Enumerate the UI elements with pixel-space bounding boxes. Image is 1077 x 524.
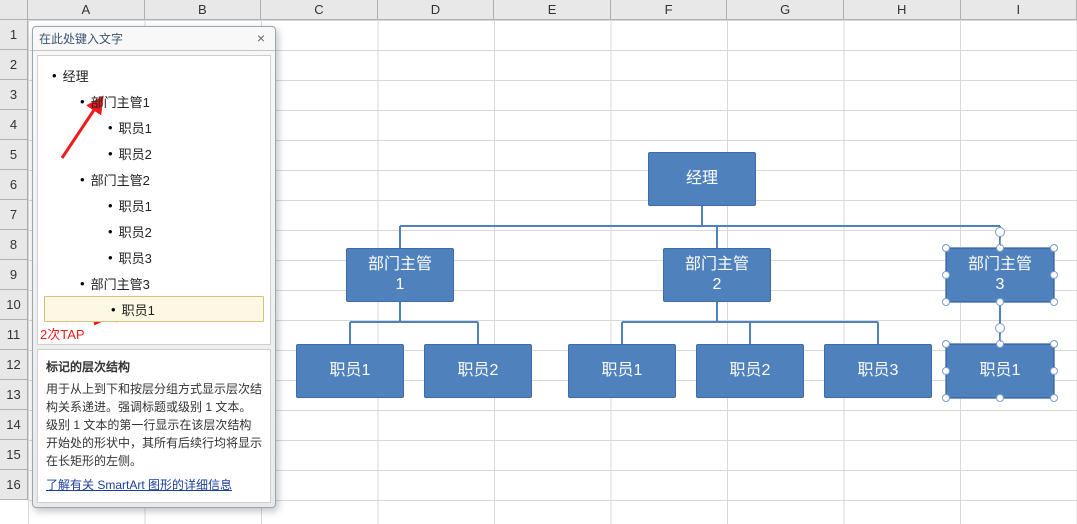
list-item[interactable]: • 部门主管1 — [42, 88, 266, 114]
row-header[interactable]: 15 — [0, 440, 28, 470]
list-item[interactable]: • 职员1 — [42, 192, 266, 218]
org-chart[interactable]: 经理部门主管1 部门主管2 部门主管3 职员1 职员2 职员1 职员2 职员3 职员1 — [288, 140, 1068, 440]
row-header[interactable]: 4 — [0, 110, 28, 140]
list-item[interactable]: • 职员1 — [44, 296, 264, 322]
row-header[interactable]: 5 — [0, 140, 28, 170]
list-item-label: 职员3 — [119, 248, 152, 267]
chart-node-m3[interactable]: 部门主管3 — [946, 248, 1054, 302]
selection-handle[interactable] — [1050, 394, 1058, 402]
column-header[interactable]: D — [378, 0, 495, 20]
chart-node-e21[interactable]: 职员1 — [568, 344, 676, 398]
chart-node-e12[interactable]: 职员2 — [424, 344, 532, 398]
selection-handle[interactable] — [996, 394, 1004, 402]
bullet-icon: • — [108, 120, 113, 135]
selection-handle[interactable] — [942, 340, 950, 348]
list-item[interactable]: • 职员1 — [42, 114, 266, 140]
column-headers: ABCDEFGHI — [0, 0, 1077, 20]
list-item-label: 职员2 — [119, 144, 152, 163]
chart-node-e22[interactable]: 职员2 — [696, 344, 804, 398]
annotation-label: 2次TAP — [40, 324, 85, 343]
select-all-corner[interactable] — [0, 0, 28, 20]
list-item-label: 职员2 — [119, 222, 152, 241]
selection-handle[interactable] — [996, 298, 1004, 306]
text-pane-title: 在此处键入文字 — [39, 30, 253, 47]
list-item[interactable]: • 部门主管2 — [42, 166, 266, 192]
bullet-icon: • — [111, 302, 116, 317]
row-header[interactable]: 8 — [0, 230, 28, 260]
row-header[interactable]: 1 — [0, 20, 28, 50]
list-item[interactable]: • 部门主管3 — [42, 270, 266, 296]
selection-handle[interactable] — [1050, 244, 1058, 252]
column-header[interactable]: G — [727, 0, 844, 20]
list-item-label: 部门主管2 — [91, 170, 150, 189]
selection-handle[interactable] — [1050, 298, 1058, 306]
row-header[interactable]: 13 — [0, 380, 28, 410]
column-header[interactable]: B — [145, 0, 262, 20]
list-item[interactable]: • 职员3 — [42, 244, 266, 270]
list-item-label: 部门主管1 — [91, 92, 150, 111]
bullet-icon: • — [108, 224, 113, 239]
list-item[interactable]: • 职员2 — [42, 218, 266, 244]
bullet-icon: • — [108, 146, 113, 161]
bullet-icon: • — [80, 94, 85, 109]
list-item-label: 职员1 — [119, 118, 152, 137]
rotation-handle[interactable] — [995, 227, 1005, 237]
chart-node-e31[interactable]: 职员1 — [946, 344, 1054, 398]
row-headers: 12345678910111213141516 — [0, 20, 28, 524]
list-item-label: 职员1 — [119, 196, 152, 215]
list-item[interactable]: • 职员2 — [42, 140, 266, 166]
selection-handle[interactable] — [942, 271, 950, 279]
selection-handle[interactable] — [1050, 340, 1058, 348]
selection-handle[interactable] — [942, 367, 950, 375]
bullet-icon: • — [108, 198, 113, 213]
text-pane-list[interactable]: 2次TAP • 经理 • 部门主管1 • 职员1 • 职员2 • 部门主管2 • 职员1 • 职员2 • 职员… — [37, 55, 271, 345]
column-header[interactable]: C — [261, 0, 378, 20]
bullet-icon: • — [80, 276, 85, 291]
bullet-icon: • — [52, 68, 57, 83]
row-header[interactable]: 2 — [0, 50, 28, 80]
selection-handle[interactable] — [942, 244, 950, 252]
list-item-label: 职员1 — [122, 300, 155, 319]
chart-node-m2[interactable]: 部门主管2 — [663, 248, 771, 302]
text-pane-header: 在此处键入文字 × — [33, 27, 275, 51]
row-header[interactable]: 16 — [0, 470, 28, 500]
selection-handle[interactable] — [942, 298, 950, 306]
close-icon[interactable]: × — [253, 31, 269, 47]
row-header[interactable]: 14 — [0, 410, 28, 440]
list-item-label: 经理 — [63, 66, 89, 85]
column-header[interactable]: F — [611, 0, 728, 20]
chart-node-e23[interactable]: 职员3 — [824, 344, 932, 398]
chart-node-e11[interactable]: 职员1 — [296, 344, 404, 398]
list-item-label: 部门主管3 — [91, 274, 150, 293]
smartart-text-pane: 在此处键入文字 × 2次TAP •经理•部门主管1•职员1•职员2•部门主管2•… — [32, 26, 276, 508]
selection-handle[interactable] — [942, 394, 950, 402]
column-header[interactable]: H — [844, 0, 961, 20]
row-header[interactable]: 3 — [0, 80, 28, 110]
row-header[interactable]: 10 — [0, 290, 28, 320]
text-pane-description: 标记的层次结构 用于从上到下和按层分组方式显示层次结构关系递进。强调标题或级别 … — [37, 349, 271, 503]
list-item[interactable]: • 经理 — [42, 62, 266, 88]
chart-node-root[interactable]: 经理 — [648, 152, 756, 206]
bullet-icon: • — [108, 250, 113, 265]
smartart-learn-more-link[interactable]: 了解有关 SmartArt 图形的详细信息 — [46, 478, 232, 492]
row-header[interactable]: 6 — [0, 170, 28, 200]
column-header[interactable]: I — [961, 0, 1077, 20]
column-header[interactable]: E — [494, 0, 611, 20]
row-header[interactable]: 12 — [0, 350, 28, 380]
rotation-handle[interactable] — [995, 323, 1005, 333]
row-header[interactable]: 11 — [0, 320, 28, 350]
description-title: 标记的层次结构 — [46, 358, 262, 376]
column-header[interactable]: A — [28, 0, 145, 20]
row-header[interactable]: 9 — [0, 260, 28, 290]
selection-handle[interactable] — [1050, 367, 1058, 375]
bullet-icon: • — [80, 172, 85, 187]
chart-node-m1[interactable]: 部门主管1 — [346, 248, 454, 302]
row-header[interactable]: 7 — [0, 200, 28, 230]
description-body: 用于从上到下和按层分组方式显示层次结构关系递进。强调标题或级别 1 文本。级别 … — [46, 380, 262, 470]
selection-handle[interactable] — [1050, 271, 1058, 279]
